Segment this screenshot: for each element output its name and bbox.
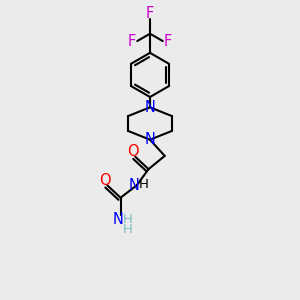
Text: F: F [146,6,154,21]
Text: F: F [128,34,136,49]
Text: O: O [99,172,111,188]
Text: O: O [127,144,139,159]
Text: N: N [113,212,124,227]
Text: N: N [145,100,155,115]
Text: H: H [123,223,133,236]
Text: F: F [164,34,172,49]
Text: N: N [145,132,155,147]
Text: H: H [139,178,149,191]
Text: N: N [129,178,140,193]
Text: H: H [123,213,133,226]
